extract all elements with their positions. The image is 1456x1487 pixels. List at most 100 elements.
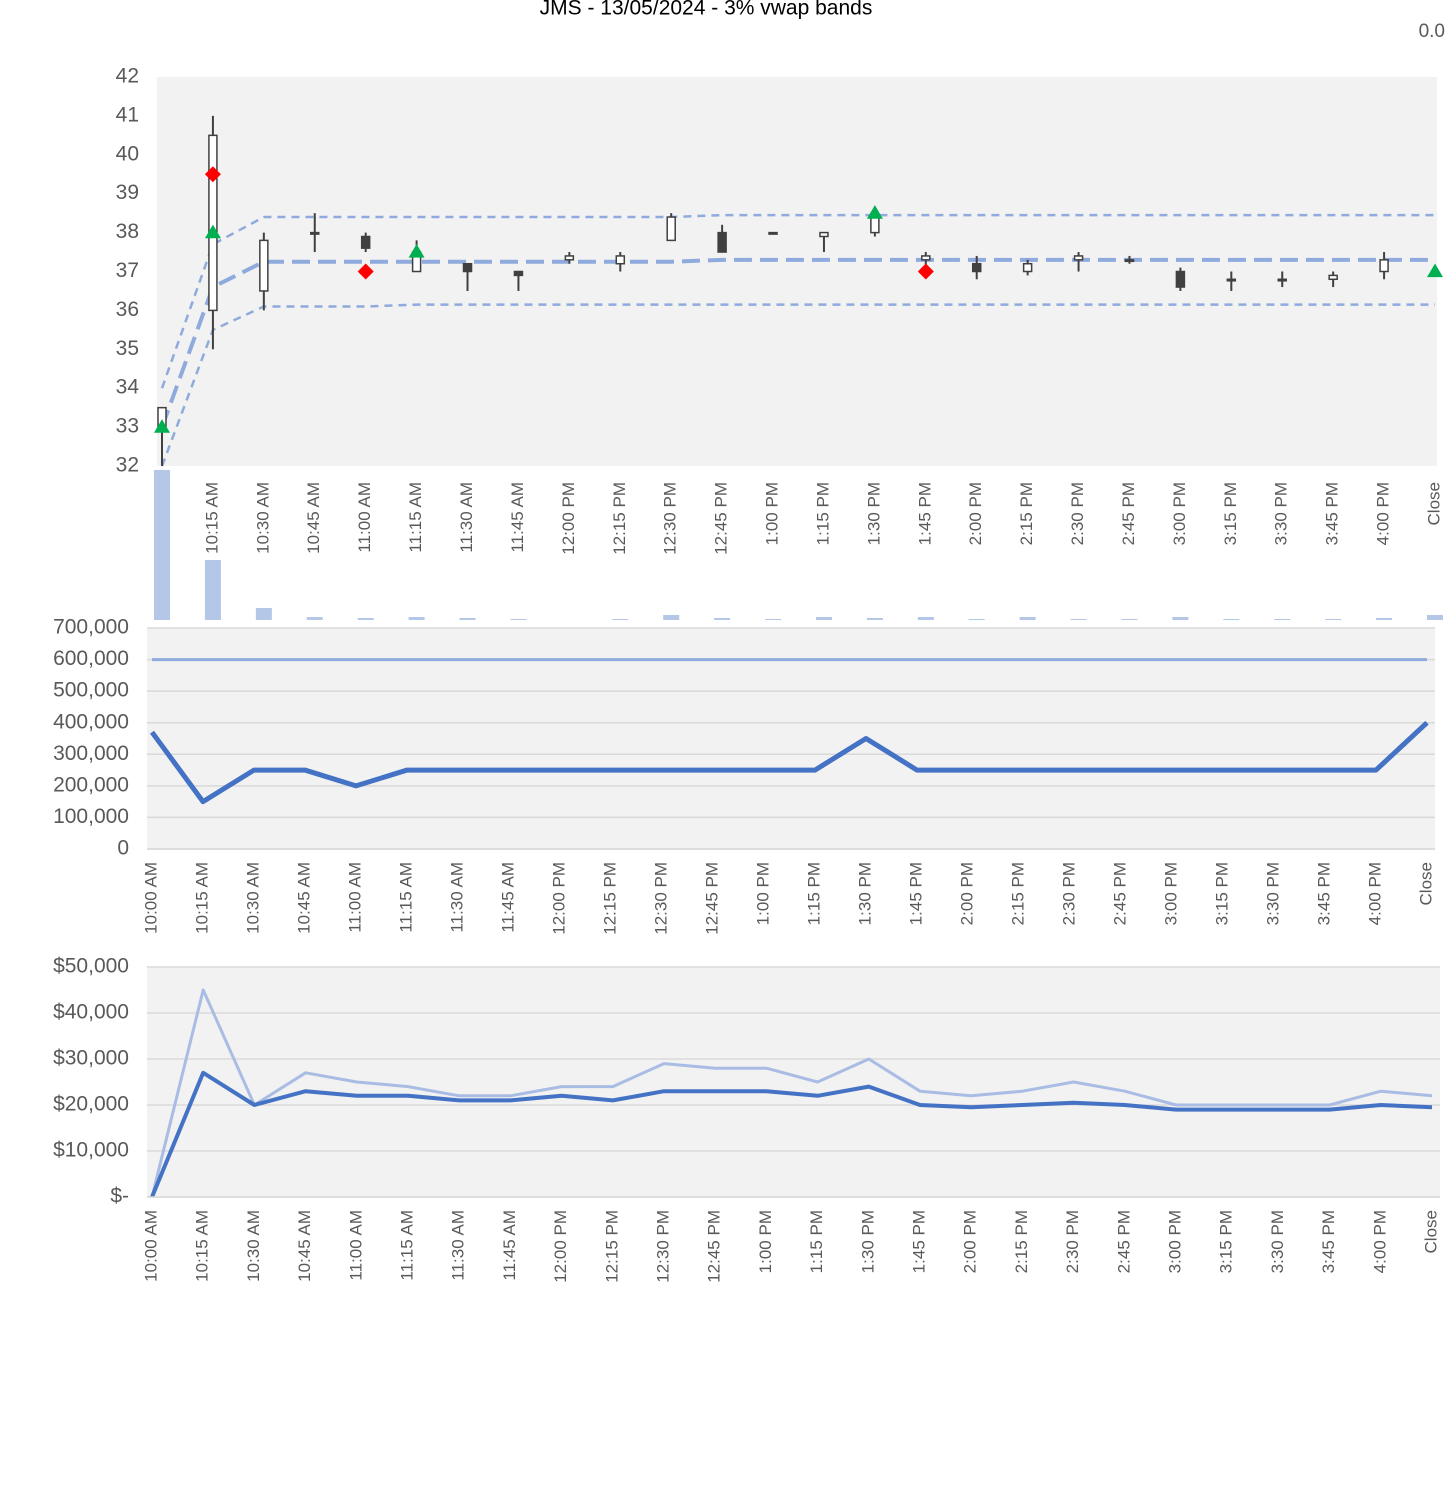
x-tick-label: 2:45 PM	[1119, 482, 1138, 545]
y-tick-label: $20,000	[53, 1093, 129, 1116]
candle-body	[360, 235, 371, 249]
x-tick-label: 1:00 PM	[753, 862, 772, 925]
x-tick-label: 12:15 PM	[602, 1210, 621, 1283]
candle-body	[819, 231, 829, 238]
x-tick-label: 10:30 AM	[253, 482, 272, 554]
x-tick-label: 1:15 PM	[804, 862, 823, 925]
x-tick-label: 4:00 PM	[1365, 862, 1384, 925]
y-tick-label: 700,000	[53, 616, 129, 639]
x-tick-label: 1:45 PM	[915, 482, 934, 545]
volume-bar	[866, 618, 883, 620]
volume-bar	[663, 615, 680, 620]
candle-body	[1277, 278, 1287, 282]
x-tick-label: Close	[1416, 862, 1435, 905]
x-tick-label: 3:15 PM	[1212, 862, 1231, 925]
x-tick-label: 3:30 PM	[1268, 1210, 1287, 1273]
x-tick-label: 10:00 AM	[141, 1210, 160, 1282]
y-tick-label: 600,000	[53, 647, 129, 670]
chart-title: JMS - 13/05/2024 - 3% vwap bands	[540, 0, 873, 20]
x-tick-label: 12:45 PM	[705, 1210, 724, 1283]
x-tick-label: 4:00 PM	[1370, 1210, 1389, 1273]
signal-marker	[357, 263, 374, 280]
x-tick-label: 11:45 AM	[500, 1210, 519, 1281]
x-tick-label: 10:45 AM	[294, 862, 313, 934]
x-tick-label: 10:45 AM	[304, 482, 323, 554]
y-tick-label: 400,000	[53, 710, 129, 733]
y-tick-label: 36	[116, 298, 139, 321]
volume-bar	[968, 619, 985, 620]
x-tick-label: 3:45 PM	[1319, 1210, 1338, 1273]
candle-body	[310, 231, 320, 235]
y-tick-label: 42	[116, 65, 139, 88]
x-tick-label: 10:45 AM	[295, 1210, 314, 1282]
x-tick-label: 2:15 PM	[1008, 862, 1027, 925]
x-tick-label: 1:00 PM	[763, 482, 782, 545]
candle-body	[1124, 259, 1135, 263]
y-tick-label: $50,000	[53, 955, 129, 978]
x-tick-label: 3:30 PM	[1263, 862, 1282, 925]
x-tick-label: 2:30 PM	[1068, 482, 1087, 545]
volume-bar	[1070, 619, 1087, 620]
y-tick-label: $30,000	[53, 1047, 129, 1070]
x-tick-label: 12:15 PM	[610, 482, 629, 555]
y-tick-label: $-	[110, 1185, 129, 1208]
y-tick-label: 0	[117, 837, 129, 860]
x-tick-label: 11:30 AM	[457, 482, 476, 553]
x-tick-label: 3:45 PM	[1323, 482, 1342, 545]
x-tick-label: 10:00 AM	[141, 862, 160, 934]
x-tick-label: 12:00 PM	[551, 1210, 570, 1283]
y-tick-label: 300,000	[53, 742, 129, 765]
volume-bar	[1223, 619, 1240, 620]
x-tick-label: 3:00 PM	[1165, 1210, 1184, 1273]
x-tick-label: 11:45 AM	[508, 482, 527, 553]
x-tick-label: 1:30 PM	[858, 1210, 877, 1273]
candle-body	[208, 134, 218, 312]
candle-body	[564, 255, 575, 261]
volume-bar	[459, 618, 476, 620]
candle-body	[768, 231, 778, 235]
volume-bar	[408, 617, 425, 620]
x-tick-label: 12:30 PM	[661, 482, 680, 555]
x-tick-label: 1:45 PM	[906, 862, 925, 925]
candle-body	[1379, 259, 1389, 273]
signal-marker	[1427, 263, 1443, 278]
candle-body	[1226, 278, 1237, 282]
y-tick-label: 41	[116, 103, 139, 126]
x-tick-label: 12:15 PM	[600, 862, 619, 935]
x-tick-label: 10:15 AM	[202, 482, 221, 554]
series-line	[160, 303, 1435, 467]
x-tick-label: 11:00 AM	[345, 862, 364, 933]
x-tick-label: 2:15 PM	[1012, 1210, 1031, 1273]
x-tick-label: 1:30 PM	[855, 862, 874, 925]
series-line	[150, 1070, 1433, 1198]
volume-bar	[154, 470, 170, 620]
series-line	[160, 257, 1435, 428]
volume-bar	[255, 608, 272, 620]
signal-marker	[204, 166, 221, 183]
signal-marker	[408, 244, 425, 258]
volume-bar	[1325, 619, 1342, 620]
y-tick-label: 100,000	[53, 805, 129, 828]
x-tick-label: 3:45 PM	[1314, 862, 1333, 925]
volume-bar	[204, 560, 221, 620]
x-tick-label: 1:00 PM	[756, 1210, 775, 1273]
x-tick-label: 3:00 PM	[1161, 862, 1180, 925]
candle-body	[1073, 255, 1084, 261]
candle-body	[666, 216, 676, 242]
y-tick-label: 32	[116, 454, 139, 477]
x-tick-label: 4:00 PM	[1374, 482, 1393, 545]
x-tick-label: 2:00 PM	[957, 862, 976, 925]
x-tick-label: 2:45 PM	[1114, 1210, 1133, 1273]
x-tick-label: 10:15 AM	[192, 862, 211, 934]
y-tick-label: 200,000	[53, 773, 129, 796]
y-tick-label: 33	[116, 415, 139, 438]
candle-body	[717, 231, 727, 253]
y-tick-label: 34	[116, 376, 140, 399]
volume-bar	[1019, 617, 1036, 620]
x-tick-label: 12:00 PM	[549, 862, 568, 935]
volume-bar	[1172, 617, 1189, 620]
signal-marker	[154, 419, 170, 433]
volume-bar	[1427, 615, 1443, 620]
x-tick-label: 2:15 PM	[1017, 482, 1036, 545]
y2-tick-label: 0.0	[1419, 21, 1445, 42]
